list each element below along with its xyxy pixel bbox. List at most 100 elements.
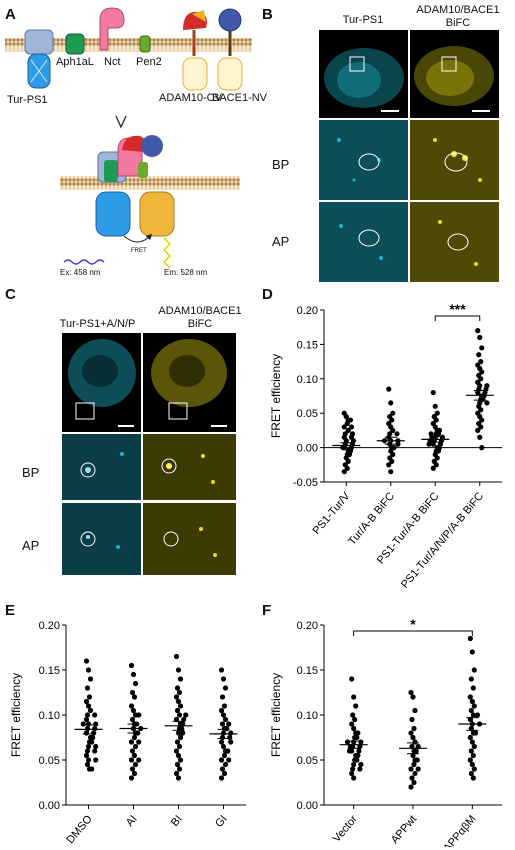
x-tick-label: APPαβM (441, 813, 478, 847)
y-tick-label: 0.15 (297, 339, 318, 351)
data-point (475, 389, 481, 396)
data-point (415, 766, 421, 772)
data-point (129, 689, 136, 696)
data-point (132, 761, 139, 768)
panel-label-a: A (5, 6, 16, 23)
y-tick-label: 0.20 (297, 620, 318, 632)
data-point (177, 734, 184, 741)
significance-label: *** (449, 301, 466, 317)
data-point (221, 770, 228, 777)
significance-bracket (353, 630, 473, 636)
data-point (226, 757, 232, 763)
data-point (471, 766, 477, 772)
data-point (173, 748, 180, 754)
data-point (479, 445, 485, 451)
data-point (435, 431, 442, 437)
data-point (177, 703, 184, 709)
x-tick-label: Tur/A-B BiFC (346, 490, 397, 548)
data-point (409, 775, 415, 781)
b-col1-title: Tur-PS1 (342, 14, 384, 26)
data-point (136, 757, 142, 763)
data-point (354, 757, 360, 763)
data-point (341, 424, 347, 430)
data-point (227, 734, 233, 741)
bace1-protein (218, 8, 242, 32)
data-point (428, 431, 434, 437)
x-tick-label: DMSO (64, 813, 95, 846)
data-point (218, 739, 225, 745)
label-bace1-nv: BACE1-NV (212, 92, 268, 104)
data-point (479, 417, 485, 423)
data-point (220, 676, 227, 682)
panel-label-e: E (5, 602, 16, 619)
data-point (93, 757, 99, 763)
label-pen2: Pen2 (136, 56, 162, 68)
data-point (357, 766, 363, 772)
c-micrograph-bifc (143, 333, 236, 432)
data-point (219, 734, 226, 741)
data-point (351, 775, 357, 781)
data-point (348, 434, 355, 440)
data-point (391, 445, 397, 451)
data-point (468, 770, 474, 777)
c-row-ap: AP (22, 538, 40, 553)
data-point (129, 716, 136, 723)
x-tick-label: BI (169, 813, 185, 829)
data-point (219, 766, 226, 772)
data-point (85, 667, 92, 673)
data-point (84, 761, 91, 768)
data-point (408, 766, 414, 772)
data-point (409, 716, 415, 723)
data-point (346, 451, 353, 458)
data-point (85, 757, 92, 763)
data-point (228, 739, 234, 745)
data-point (470, 685, 476, 691)
data-point (408, 784, 414, 790)
data-point (224, 725, 230, 732)
chart-f: 0.00 0.05 0.10 0.15 0.20 FRET efficiency Vecto… (269, 616, 502, 847)
data-point (469, 649, 475, 655)
data-point (128, 662, 135, 669)
data-point (386, 462, 392, 468)
emission-wave (162, 237, 172, 269)
data-point (174, 685, 181, 691)
data-point (470, 775, 476, 781)
label-emission: Em: 528 nm (164, 268, 208, 277)
b-row-ap: AP (272, 234, 290, 249)
panel-label-f: F (262, 602, 272, 619)
b-bp-turquoise (319, 120, 408, 200)
y-tick-label: 0.15 (39, 665, 60, 677)
data-point (128, 775, 135, 781)
data-point (474, 712, 481, 718)
complex-turquoise (95, 191, 131, 237)
data-point (130, 671, 137, 678)
data-point (87, 707, 94, 714)
data-point (410, 694, 416, 700)
label-adam10-cv: ADAM10-CV (159, 92, 222, 104)
data-point (84, 748, 91, 754)
aph1al-protein (65, 33, 85, 55)
c-col1-title: Tur-PS1+A/N/P (59, 318, 136, 330)
data-point (173, 694, 180, 700)
data-point (128, 703, 135, 709)
data-point (83, 698, 90, 705)
b-micrograph-bifc (410, 30, 499, 118)
data-point (414, 757, 420, 763)
y-tick-label: 0.10 (297, 374, 318, 386)
data-point (84, 712, 91, 718)
data-point (469, 761, 475, 768)
data-point (128, 739, 135, 745)
data-point (467, 716, 473, 723)
data-point (130, 707, 137, 714)
data-point (350, 712, 356, 718)
c-col2-title-1: ADAM10/BACE1 (158, 305, 242, 317)
data-point (176, 712, 183, 718)
label-fret: FRET (131, 248, 147, 254)
x-tick-label: PS1-Tur/A/N/P/A-B BiFC (399, 490, 486, 590)
data-point (478, 407, 484, 413)
c-ap-turquoise (62, 503, 141, 575)
data-point (93, 743, 99, 750)
data-point (176, 766, 183, 772)
data-point (221, 703, 228, 709)
data-point (435, 448, 442, 454)
